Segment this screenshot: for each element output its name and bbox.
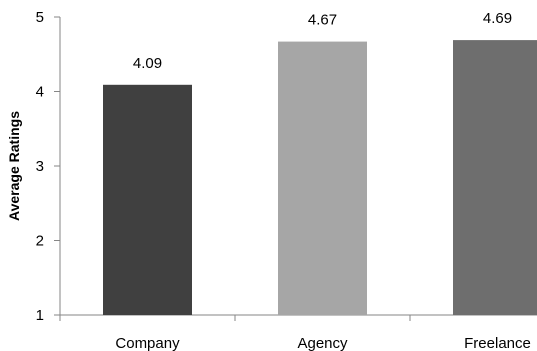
y-tick-label: 2 — [36, 233, 44, 250]
y-tick-label: 5 — [36, 9, 44, 26]
y-tick-label: 4 — [36, 84, 44, 101]
x-category-label-agency: Agency — [297, 335, 348, 351]
data-label-company: 4.09 — [133, 55, 162, 72]
bar-company — [103, 84, 192, 315]
data-label-freelance: 4.69 — [483, 10, 512, 27]
data-label-agency: 4.67 — [308, 12, 337, 29]
bar-agency — [278, 41, 367, 316]
bar-freelance — [453, 40, 537, 315]
y-tick-label: 3 — [36, 158, 44, 175]
x-category-label-company: Company — [115, 335, 180, 351]
y-tick-label: 1 — [36, 307, 44, 324]
plot-area: 1 2 3 4 5 4.09 Company 4.67 Agency 4.69 Freelance — [36, 9, 537, 351]
y-axis-title: Average Ratings — [6, 111, 22, 221]
x-category-label-freelance: Freelance — [464, 335, 531, 351]
